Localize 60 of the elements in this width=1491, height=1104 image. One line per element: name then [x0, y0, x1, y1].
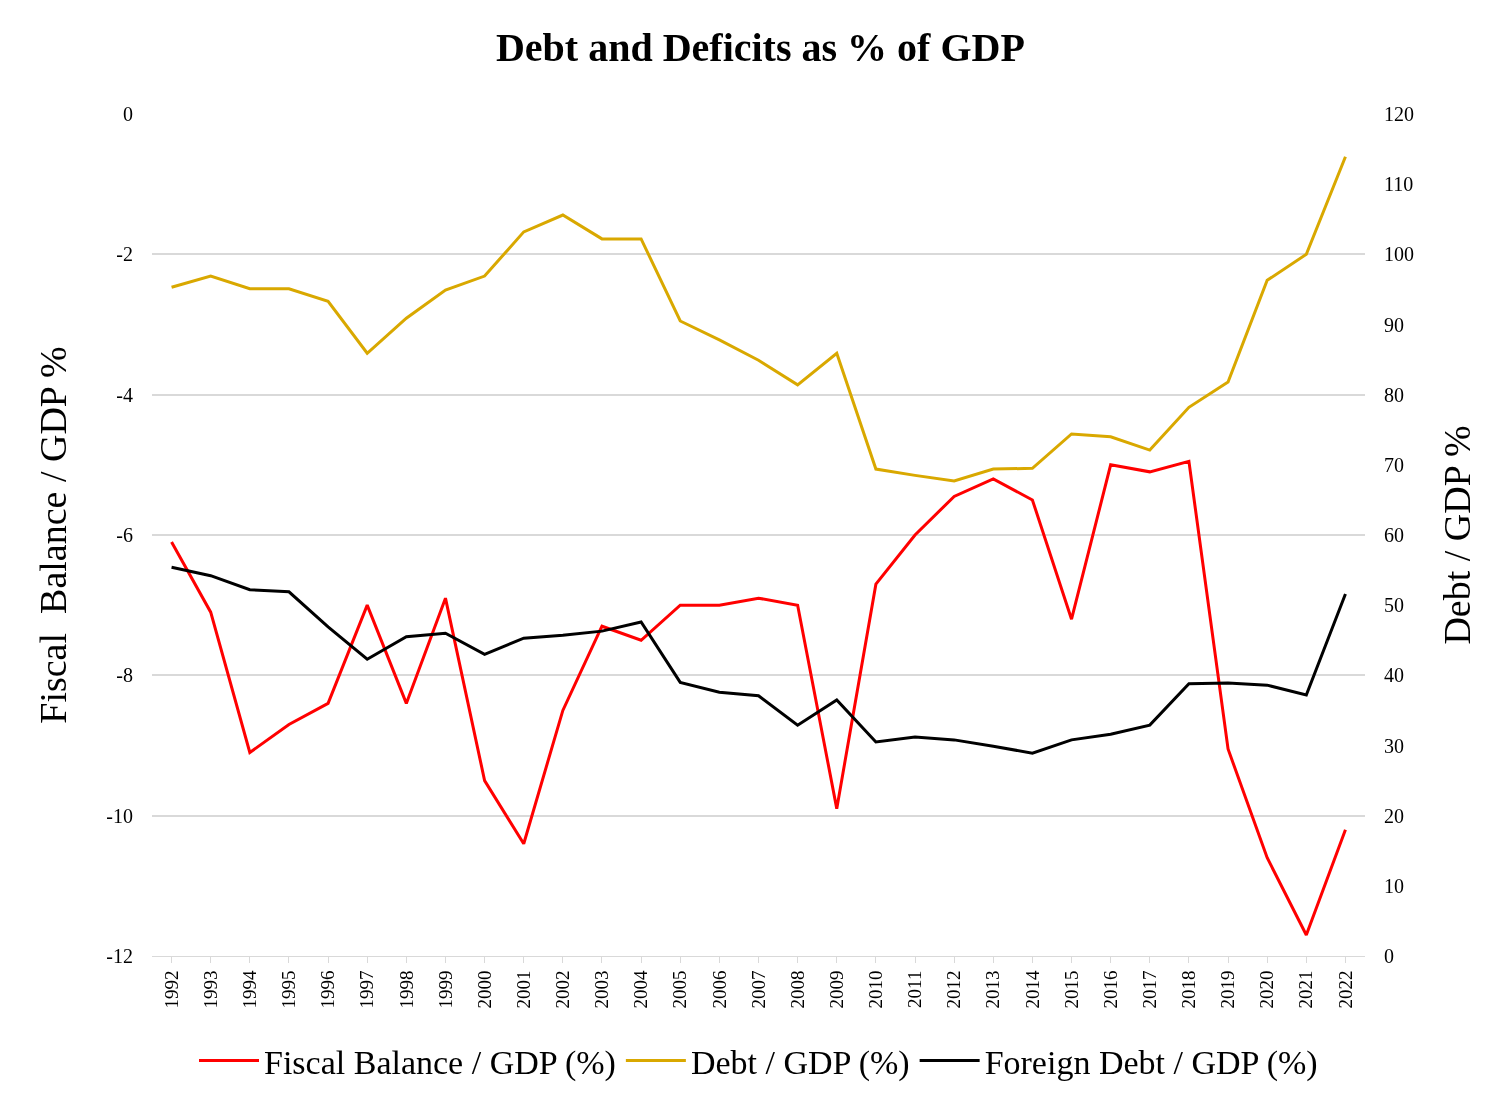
y2-tick-label: 60: [1384, 524, 1404, 546]
y2-tick-label: 40: [1384, 664, 1404, 687]
x-tick-label: 2006: [708, 970, 730, 1009]
x-tick-label: 1993: [199, 970, 221, 1009]
y-tick-label: -12: [106, 945, 133, 967]
y2-tick-label: 120: [1384, 103, 1414, 125]
line-series: [170, 155, 1347, 483]
y2-tick-label: 110: [1384, 173, 1414, 196]
y-tick-label: -6: [116, 524, 133, 546]
x-tick-label: 2020: [1256, 970, 1278, 1009]
y2-tick-label: 20: [1384, 804, 1404, 827]
x-tick-label: 2017: [1138, 970, 1160, 1009]
x-tick-label: 2003: [591, 970, 613, 1009]
y-axis-title: Fiscal Balance / GDP %: [32, 346, 74, 724]
x-tick-label: 2022: [1334, 970, 1356, 1009]
legend-label: Fiscal Balance / GDP (%): [264, 1043, 616, 1082]
y2-tick-label: 30: [1384, 734, 1404, 757]
x-tick-label: 1997: [356, 970, 378, 1009]
x-tick-label: 1998: [395, 970, 417, 1009]
legend-label: Debt / GDP (%): [690, 1043, 910, 1082]
y2-tick-label: 100: [1384, 243, 1414, 266]
x-tick-label: 2005: [669, 970, 691, 1009]
x-tick-label: 2018: [1178, 970, 1200, 1009]
x-tick-label: 2021: [1295, 970, 1317, 1009]
y2-tick-label: 70: [1384, 453, 1404, 476]
y-tick-label: 0: [123, 103, 133, 125]
x-tick-label: 2010: [865, 970, 887, 1009]
x-tick-label: 2013: [982, 970, 1004, 1009]
x-tick-label: 1999: [434, 970, 456, 1009]
y2-tick-label: 10: [1384, 874, 1404, 897]
x-tick-label: 1992: [160, 970, 182, 1009]
y-tick-label: -4: [116, 383, 133, 406]
y2-tick-label: 50: [1384, 594, 1404, 617]
x-tick-label: 2011: [904, 970, 926, 1008]
y-tick-label: -10: [106, 804, 133, 827]
x-tick-label: 2009: [825, 970, 847, 1009]
x-tick-label: 2016: [1099, 970, 1121, 1009]
legend-label: Foreign Debt / GDP (%): [984, 1043, 1318, 1082]
x-tick-label: 1996: [317, 970, 339, 1009]
x-tick-label: 2007: [747, 970, 769, 1009]
y2-tick-label: 80: [1384, 383, 1404, 406]
x-tick-label: 2014: [1021, 970, 1043, 1009]
x-tick-label: 2008: [786, 970, 808, 1009]
y2-tick-label: 0: [1384, 945, 1394, 967]
line-series: [170, 459, 1347, 937]
x-tick-label: 1994: [239, 970, 260, 1009]
x-tick-label: 2015: [1060, 970, 1082, 1009]
y-tick-label: -2: [116, 243, 133, 266]
x-tick-label: 2000: [473, 970, 495, 1009]
x-tick-label: 2012: [943, 970, 965, 1009]
x-tick-label: 2001: [512, 970, 534, 1009]
x-tick-label: 2004: [630, 970, 652, 1009]
x-tick-label: 2019: [1217, 970, 1239, 1009]
y2-axis-title: Debt / GDP %: [1436, 425, 1478, 645]
y2-tick-label: 90: [1384, 313, 1404, 336]
x-tick-label: 2002: [552, 970, 574, 1009]
line-series: [170, 565, 1347, 755]
y-tick-label: -8: [116, 664, 133, 687]
chart-title: Debt and Deficits as % of GDP: [495, 25, 1025, 71]
x-tick-label: 1995: [278, 970, 300, 1009]
